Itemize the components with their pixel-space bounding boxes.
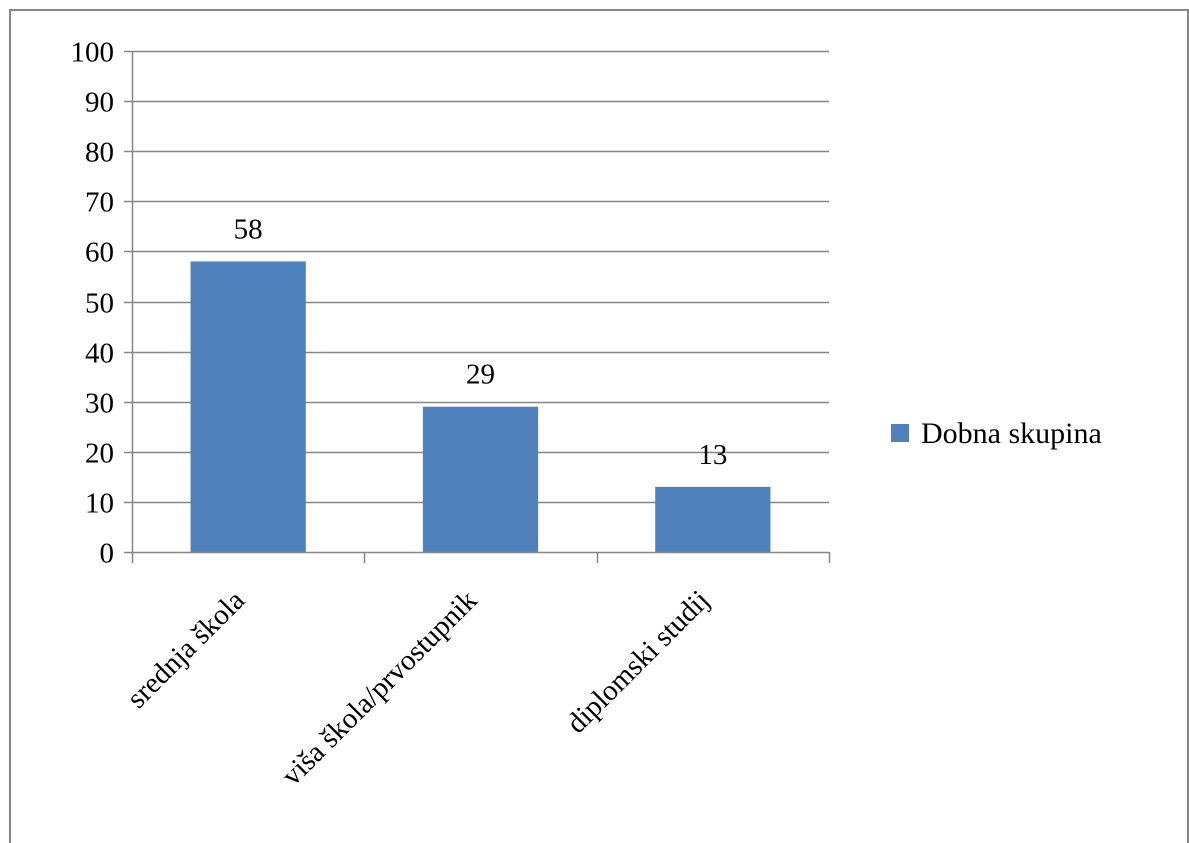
data-label: 58 <box>234 213 263 245</box>
bar <box>190 261 306 552</box>
y-tick-label: 20 <box>85 438 114 470</box>
legend-swatch <box>891 424 909 442</box>
legend-label: Dobna skupina <box>921 417 1102 450</box>
y-tick-label: 70 <box>85 187 114 219</box>
y-tick-labels: 0 10 20 30 40 50 60 70 80 90 100 <box>71 37 115 570</box>
data-label: 13 <box>698 439 727 471</box>
y-tick-label: 10 <box>85 488 114 520</box>
y-tick-label: 50 <box>85 288 114 320</box>
category-label: srednja škola <box>121 584 251 714</box>
data-labels: 58 29 13 <box>234 213 728 470</box>
legend: Dobna skupina <box>891 417 1102 450</box>
bar <box>655 486 771 552</box>
y-tick-label: 0 <box>100 538 115 570</box>
y-tick-label: 100 <box>71 37 115 69</box>
y-tick-label: 60 <box>85 237 114 269</box>
y-tick-label: 40 <box>85 338 114 370</box>
y-tick-label: 80 <box>85 137 114 169</box>
bar-chart: 0 10 20 30 40 50 60 70 80 90 100 58 29 13 srednja šk… <box>71 37 1102 793</box>
chart-area: 0 10 20 30 40 50 60 70 80 90 100 58 29 13 srednja šk… <box>9 9 1189 843</box>
y-tick-label: 30 <box>85 388 114 420</box>
data-label: 29 <box>466 359 495 391</box>
category-label: viša škola/prvostupnik <box>276 584 484 792</box>
y-tick-label: 90 <box>85 87 114 119</box>
bar <box>422 406 539 552</box>
category-label: diplomski studij <box>560 584 715 739</box>
axes <box>124 50 831 563</box>
bars <box>190 261 771 552</box>
category-labels: srednja škola viša škola/prvostupnik diplo… <box>121 584 716 792</box>
